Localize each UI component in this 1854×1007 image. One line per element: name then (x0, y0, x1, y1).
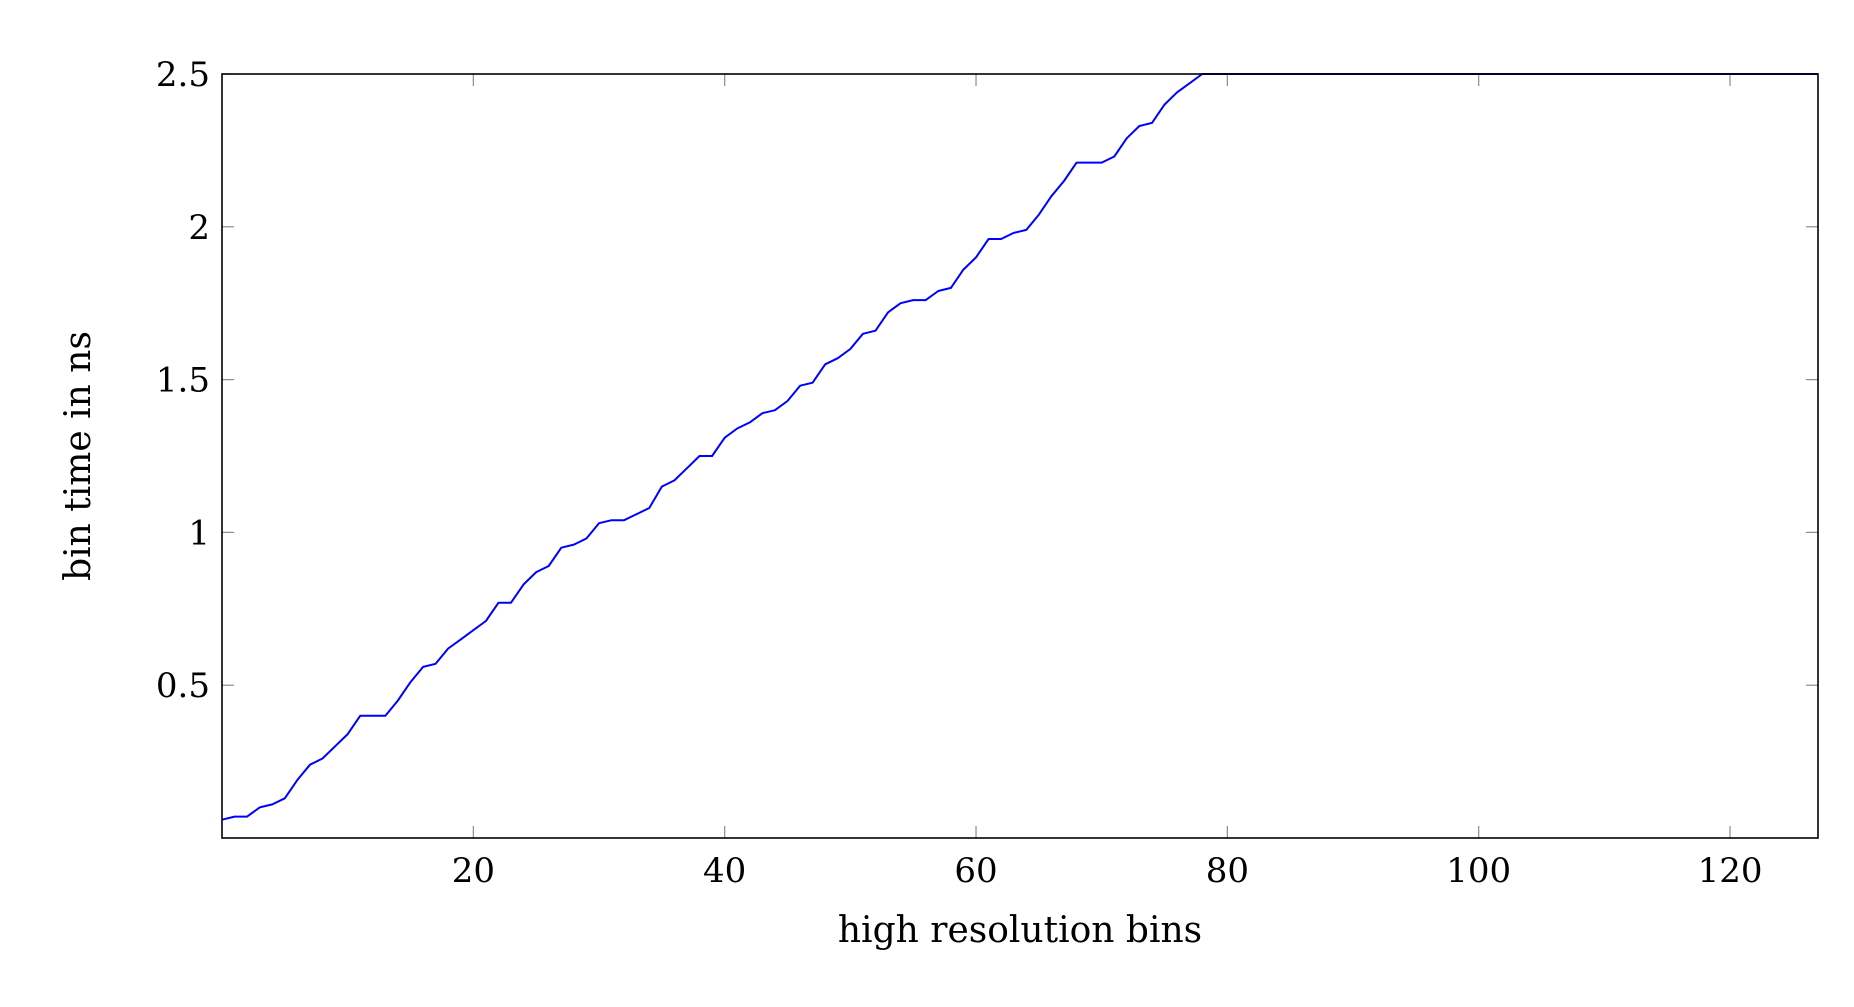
series-line (221, 73, 1818, 821)
x-tick-label: 80 (1206, 851, 1249, 891)
y-axis-title: bin time in ns (58, 331, 99, 581)
axis-ticks (222, 73, 1818, 838)
y-tick-label: 1 (188, 513, 210, 553)
tick-labels: 20 40 60 80 100 120 0.5 1 1.5 2 2.5 (156, 55, 1763, 891)
y-tick-label: 0.5 (156, 666, 210, 706)
x-axis-title: high resolution bins (838, 910, 1202, 951)
plot-frame (221, 73, 1819, 839)
x-tick-label: 120 (1698, 851, 1763, 891)
x-tick-label: 40 (703, 851, 746, 891)
x-tick-label: 60 (954, 851, 997, 891)
x-tick-label: 100 (1446, 851, 1511, 891)
x-tick-label: 20 (452, 851, 495, 891)
y-tick-label: 2.5 (156, 55, 210, 95)
y-tick-label: 1.5 (156, 361, 210, 401)
y-tick-label: 2 (188, 208, 210, 248)
